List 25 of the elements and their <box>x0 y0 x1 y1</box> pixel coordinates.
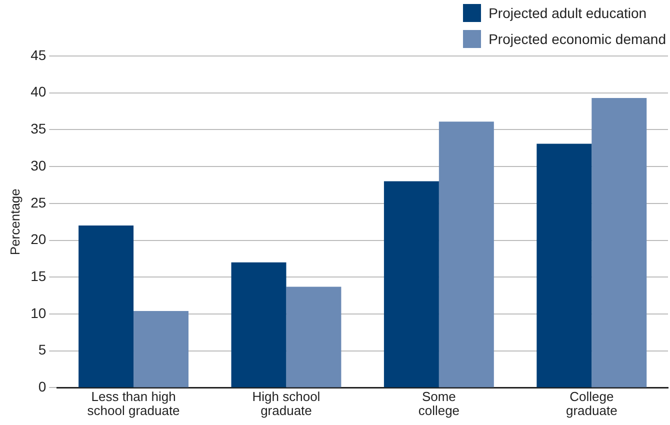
y-tick-label: 20 <box>30 231 46 248</box>
x-tick-label: Some college <box>418 389 460 418</box>
x-tick-label: High school graduate <box>252 389 320 418</box>
y-tick-label: 5 <box>38 342 46 358</box>
y-tick-label: 45 <box>30 46 46 63</box>
y-axis-title: Percentage <box>7 188 22 256</box>
bar <box>438 122 494 388</box>
y-tick-label: 10 <box>30 304 46 321</box>
legend-label: Projected adult education <box>488 5 647 21</box>
legend-label: Projected economic demand <box>488 31 666 47</box>
bar <box>384 181 439 388</box>
y-tick-label: 40 <box>30 84 46 100</box>
x-tick-label: Less than high school graduate <box>87 389 180 418</box>
bar <box>134 311 188 388</box>
y-tick-label: 0 <box>38 378 46 395</box>
y-tick-label: 35 <box>30 120 46 137</box>
y-tick-label: 15 <box>30 268 46 284</box>
bar <box>286 286 342 388</box>
bar <box>78 226 134 388</box>
bar <box>231 262 286 388</box>
y-tick-label: 30 <box>30 157 46 174</box>
x-tick-label: College graduate <box>566 389 618 418</box>
bar <box>592 98 647 388</box>
y-tick-label: 25 <box>30 194 46 210</box>
bar <box>536 144 592 388</box>
